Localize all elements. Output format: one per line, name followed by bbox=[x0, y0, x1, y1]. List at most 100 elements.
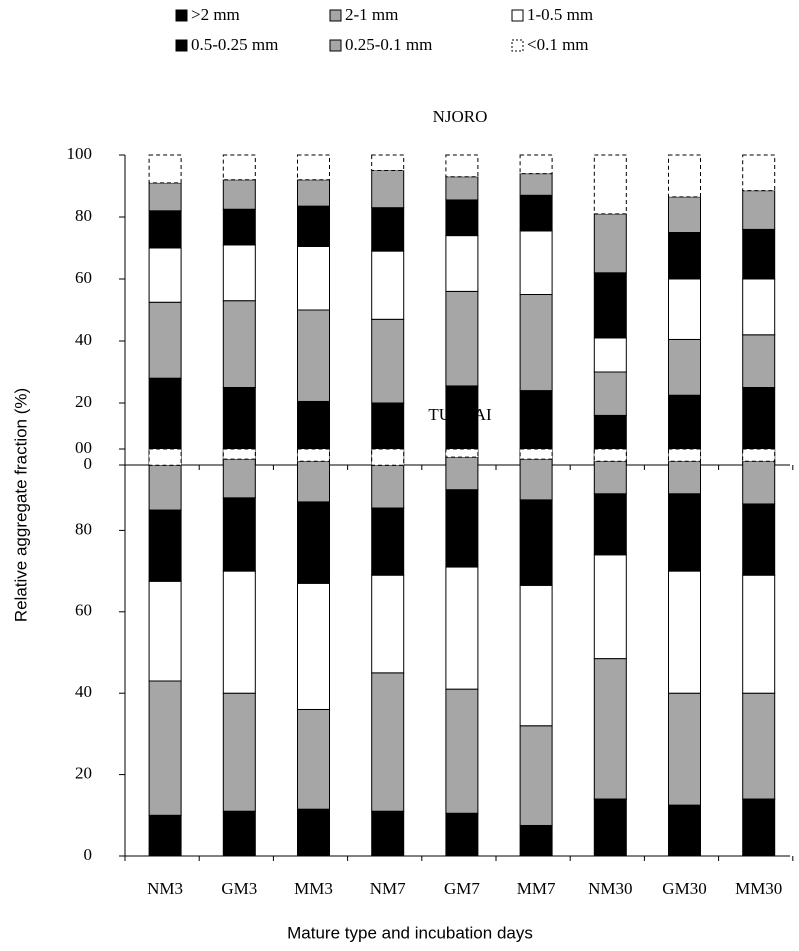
bar-segment bbox=[222, 208, 256, 246]
bar-segment bbox=[593, 493, 627, 556]
bar-segment bbox=[148, 154, 182, 184]
legend-swatch bbox=[511, 39, 524, 52]
bar-segment bbox=[445, 489, 479, 568]
bar-segment bbox=[519, 458, 553, 501]
bar-segment bbox=[148, 448, 182, 466]
bar-segment bbox=[371, 250, 405, 320]
bar-segment bbox=[668, 232, 701, 280]
bar-segment bbox=[222, 179, 256, 210]
bar-segment bbox=[593, 371, 627, 416]
bar-segment bbox=[297, 808, 330, 857]
bar-segment bbox=[371, 464, 405, 509]
bar-segment bbox=[222, 570, 256, 694]
bar-segment bbox=[742, 798, 776, 857]
x-tick-label: NM30 bbox=[588, 879, 632, 898]
bar-segment bbox=[445, 154, 479, 178]
bar-segment bbox=[445, 688, 479, 814]
legend-swatch bbox=[175, 39, 188, 52]
bar-segment bbox=[371, 318, 405, 404]
legend-label: >2 mm bbox=[191, 5, 240, 24]
x-tick-label: NM3 bbox=[147, 879, 183, 898]
bar-segment bbox=[668, 196, 701, 234]
x-tick-label: GM7 bbox=[444, 879, 480, 898]
y-axis-label: Relative aggregate fraction (%) bbox=[11, 388, 30, 622]
bar-segment bbox=[297, 179, 330, 207]
bar-segment bbox=[668, 460, 701, 495]
bar-segment bbox=[742, 574, 776, 694]
panel-title: TUNYAI bbox=[428, 405, 492, 424]
bar-segment bbox=[668, 448, 701, 462]
x-tick-label: MM30 bbox=[735, 879, 782, 898]
bar-segment bbox=[297, 501, 330, 584]
legend-label: 1-0.5 mm bbox=[527, 5, 593, 24]
bar-segment bbox=[445, 199, 479, 237]
bar-segment bbox=[668, 154, 701, 198]
bar-segment bbox=[445, 290, 479, 387]
bar-segment bbox=[593, 337, 627, 373]
y-tick-label: 40 bbox=[75, 682, 92, 701]
legend-label: <0.1 mm bbox=[527, 35, 589, 54]
bar-segment bbox=[148, 680, 182, 816]
bar-segment bbox=[668, 692, 701, 806]
y-tick-label: 60 bbox=[75, 268, 92, 287]
bar-segment bbox=[742, 154, 776, 192]
legend-swatch bbox=[329, 9, 342, 22]
y-tick-label: 20 bbox=[75, 764, 92, 783]
bar-segment bbox=[297, 708, 330, 810]
bar-segment bbox=[519, 294, 553, 392]
bar-segment bbox=[148, 182, 182, 212]
bar-segment bbox=[519, 584, 553, 727]
bar-segment bbox=[371, 810, 405, 857]
bar-segment bbox=[297, 154, 330, 181]
legend-swatch bbox=[329, 39, 342, 52]
bar-segment bbox=[148, 247, 182, 303]
bar-segment bbox=[742, 278, 776, 336]
panel-title: NJORO bbox=[433, 107, 488, 126]
bar-segment bbox=[668, 278, 701, 340]
bar-segment bbox=[742, 334, 776, 388]
bar-segment bbox=[222, 458, 256, 499]
bar-segment bbox=[668, 338, 701, 396]
bar-segment bbox=[371, 672, 405, 812]
bar-segment bbox=[519, 824, 553, 857]
bar-segment bbox=[519, 230, 553, 295]
bar-segment bbox=[519, 448, 553, 460]
x-tick-label: MM7 bbox=[517, 879, 556, 898]
bar-segment bbox=[593, 448, 627, 462]
bar-segment bbox=[668, 493, 701, 572]
legend-swatch bbox=[511, 9, 524, 22]
bar-segment bbox=[371, 448, 405, 466]
x-tick-label: GM30 bbox=[662, 879, 706, 898]
bar-segment bbox=[297, 460, 330, 503]
legend-label: 0.5-0.25 mm bbox=[191, 35, 278, 54]
bar-segment bbox=[593, 154, 627, 215]
bar-segment bbox=[371, 574, 405, 674]
y-tick-label: 0 bbox=[84, 845, 93, 864]
bar-segment bbox=[148, 814, 182, 857]
bar-segment bbox=[519, 173, 553, 196]
legend-label: 0.25-0.1 mm bbox=[345, 35, 432, 54]
y-tick-label: 80 bbox=[75, 519, 92, 538]
y-tick-label: 60 bbox=[75, 601, 92, 620]
bar-segment bbox=[371, 154, 405, 171]
bar-segment bbox=[222, 154, 256, 181]
bar-segment bbox=[148, 210, 182, 249]
bar-segment bbox=[445, 812, 479, 857]
x-tick-label: NM7 bbox=[370, 879, 406, 898]
bar-segment bbox=[222, 448, 256, 460]
bar-segment bbox=[297, 245, 330, 311]
bar-segment bbox=[742, 503, 776, 576]
bar-segment bbox=[371, 207, 405, 252]
bar-segment bbox=[222, 300, 256, 389]
x-tick-label: GM3 bbox=[221, 879, 257, 898]
bar-segment bbox=[222, 692, 256, 812]
y-tick-label: 100 bbox=[67, 144, 93, 163]
y-tick-label: 20 bbox=[75, 392, 92, 411]
bar-segment bbox=[222, 497, 256, 572]
bar-segment bbox=[519, 499, 553, 586]
bar-segment bbox=[371, 170, 405, 209]
y-tick-label: 80 bbox=[75, 206, 92, 225]
bar-segment bbox=[445, 566, 479, 690]
bar-segment bbox=[742, 228, 776, 280]
